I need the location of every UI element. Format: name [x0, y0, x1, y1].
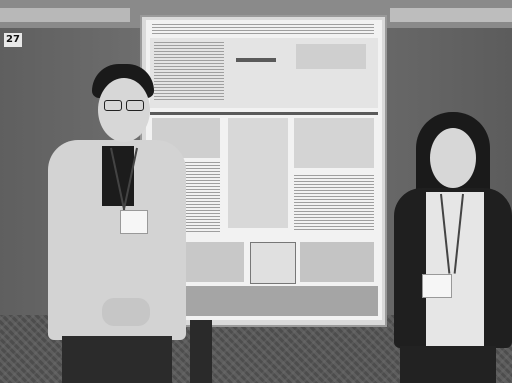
man-glasses-left — [104, 100, 122, 111]
woman-presenter — [390, 110, 512, 383]
poster-results-text — [294, 175, 374, 230]
poster-footer — [150, 286, 378, 316]
poster-abstract-text — [154, 42, 224, 102]
poster-references-box — [300, 242, 374, 282]
man-presenter — [40, 60, 190, 383]
woman-face — [430, 128, 476, 188]
ceiling-light-left — [0, 8, 130, 22]
poster-figure-2 — [228, 118, 288, 228]
woman-skirt — [400, 346, 496, 383]
poster-bar-charts — [294, 118, 374, 168]
poster-stand-leg — [190, 320, 212, 383]
poster-divider — [150, 112, 378, 115]
poster-title-block — [152, 24, 374, 34]
poster-diagram — [296, 44, 366, 69]
man-name-badge — [120, 210, 148, 234]
poster-diagram-bar — [236, 58, 276, 62]
ceiling-light-right — [390, 8, 512, 22]
man-glasses-right — [126, 100, 144, 111]
woman-name-badge — [422, 274, 452, 298]
poster-circle-figure — [250, 242, 296, 284]
man-hands — [102, 298, 150, 326]
man-trousers — [62, 336, 172, 383]
booth-number-sign: 27 — [4, 33, 22, 47]
